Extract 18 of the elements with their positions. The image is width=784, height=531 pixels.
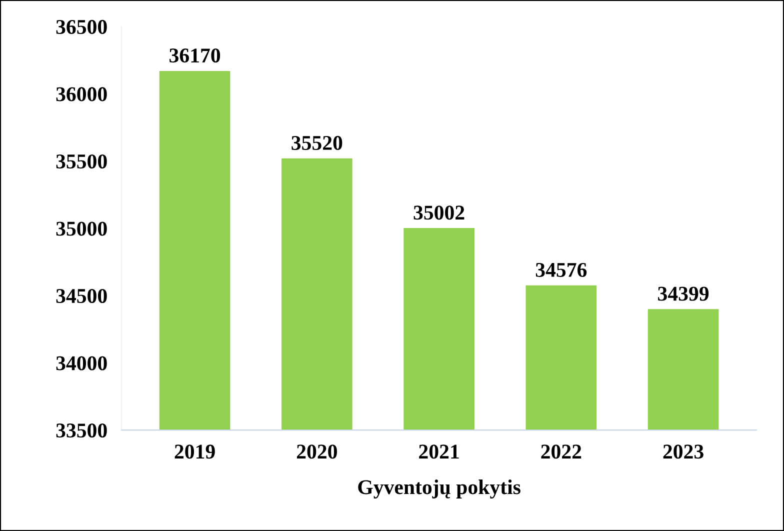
y-tick-label: 36500 (56, 20, 107, 34)
data-label: 36170 (170, 48, 220, 63)
x-tick-label: 2020 (296, 444, 337, 459)
data-label: 35520 (292, 136, 342, 150)
x-tick-label: 2019 (174, 444, 215, 459)
y-tick-label: 34000 (56, 356, 107, 370)
x-tick-label: 2023 (663, 444, 704, 459)
x-axis-title: Gyventojų pokytis (358, 480, 520, 499)
y-tick-label: 33500 (56, 423, 107, 438)
y-tick-label: 35500 (56, 154, 107, 169)
y-tick-label: 34500 (56, 288, 107, 304)
data-label: 35002 (414, 206, 464, 220)
y-tick-label: 35000 (56, 222, 107, 236)
x-tick-label: 2021 (419, 444, 459, 459)
x-tick-label: 2022 (541, 444, 582, 459)
data-label: 34576 (536, 262, 587, 277)
y-tick-label: 36000 (56, 87, 107, 102)
data-label: 34399 (658, 286, 709, 301)
